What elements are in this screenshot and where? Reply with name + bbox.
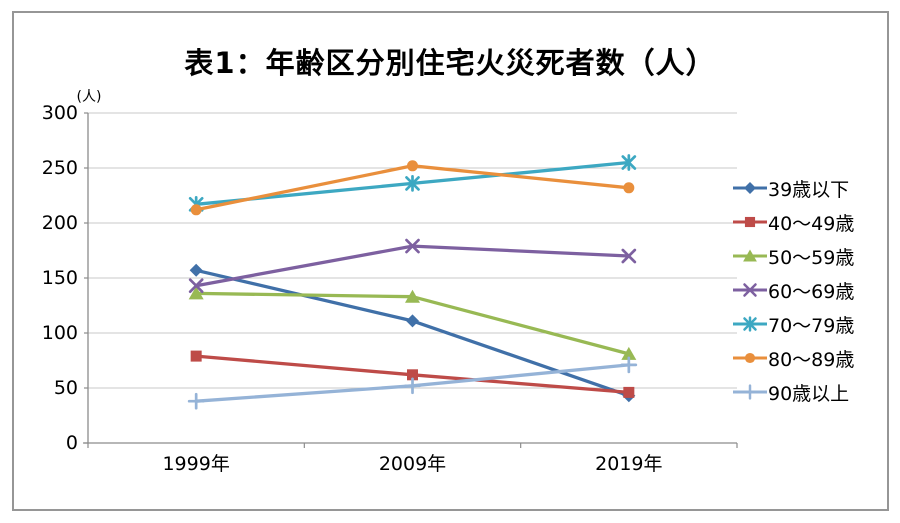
- y-tick-label: 150: [41, 267, 78, 289]
- legend-item: 60～69歳: [733, 273, 854, 307]
- legend-label: 39歳以下: [768, 178, 850, 201]
- legend-label: 80～89歳: [768, 348, 855, 371]
- plus-marker-icon: [404, 377, 421, 395]
- legend-label: 50～59歳: [768, 246, 855, 269]
- y-tick-label: 0: [65, 432, 78, 454]
- legend-item: 80～89歳: [733, 341, 854, 375]
- x-marker-icon: [405, 238, 420, 254]
- legend-marker: [733, 352, 767, 364]
- legend-marker: [733, 384, 767, 400]
- y-tick-label: 300: [41, 102, 78, 124]
- legend-item: 70～79歳: [733, 307, 854, 341]
- square-marker-icon: [190, 350, 202, 362]
- diamond-marker-icon: [406, 314, 419, 328]
- y-tick-label: 200: [41, 212, 78, 234]
- circle-marker-icon: [190, 204, 202, 216]
- plus-marker-icon: [620, 356, 638, 374]
- chart-title: 表1：年齢区分別住宅火災死者数（人）: [184, 46, 716, 80]
- plus-marker-icon: [742, 384, 758, 400]
- legend-label: 40～49歳: [768, 212, 855, 235]
- legend-marker: [733, 283, 767, 297]
- square-marker-icon: [744, 216, 756, 228]
- triangle-marker-icon: [621, 346, 637, 360]
- y-tick-label: 100: [41, 322, 78, 344]
- legend-item: 90歳以上: [733, 375, 854, 409]
- y-axis-unit-label: (人): [76, 89, 102, 105]
- circle-marker-icon: [623, 182, 635, 194]
- legend-label: 90歳以上: [768, 382, 850, 405]
- square-marker-icon: [407, 369, 418, 381]
- diamond-marker-icon: [744, 182, 756, 194]
- triangle-marker-icon: [188, 286, 204, 300]
- chart-border: [12, 11, 889, 511]
- y-tick-label: 250: [41, 157, 78, 179]
- x-marker-icon: [621, 248, 637, 264]
- circle-marker-icon: [407, 160, 418, 172]
- legend-marker: [733, 216, 767, 228]
- y-tick-label: 50: [53, 377, 78, 399]
- legend-label: 60～69歳: [768, 280, 855, 303]
- x-marker-icon: [188, 278, 204, 294]
- legend-item: 40～49歳: [733, 205, 854, 239]
- legend-marker: [733, 182, 767, 194]
- x-tick-label: 1999年: [162, 453, 230, 475]
- legend: 39歳以下 40～49歳 50～59歳 60～69歳 70～79歳 80～89歳 90歳以上: [733, 171, 854, 409]
- series-line: [194, 244, 631, 288]
- square-marker-icon: [623, 386, 635, 398]
- legend-marker: [733, 249, 767, 262]
- circle-marker-icon: [744, 352, 756, 364]
- legend-item: 50～59歳: [733, 239, 854, 273]
- x-marker-icon: [743, 283, 757, 297]
- plus-marker-icon: [187, 392, 205, 410]
- x-tick-label: 2009年: [378, 453, 447, 475]
- triangle-marker-icon: [743, 249, 757, 262]
- legend-item: 39歳以下: [733, 171, 854, 205]
- legend-label: 70～79歳: [768, 314, 855, 337]
- x-tick-label: 2019年: [595, 453, 663, 475]
- triangle-marker-icon: [405, 289, 420, 303]
- diamond-marker-icon: [189, 263, 203, 277]
- legend-marker: [733, 316, 767, 332]
